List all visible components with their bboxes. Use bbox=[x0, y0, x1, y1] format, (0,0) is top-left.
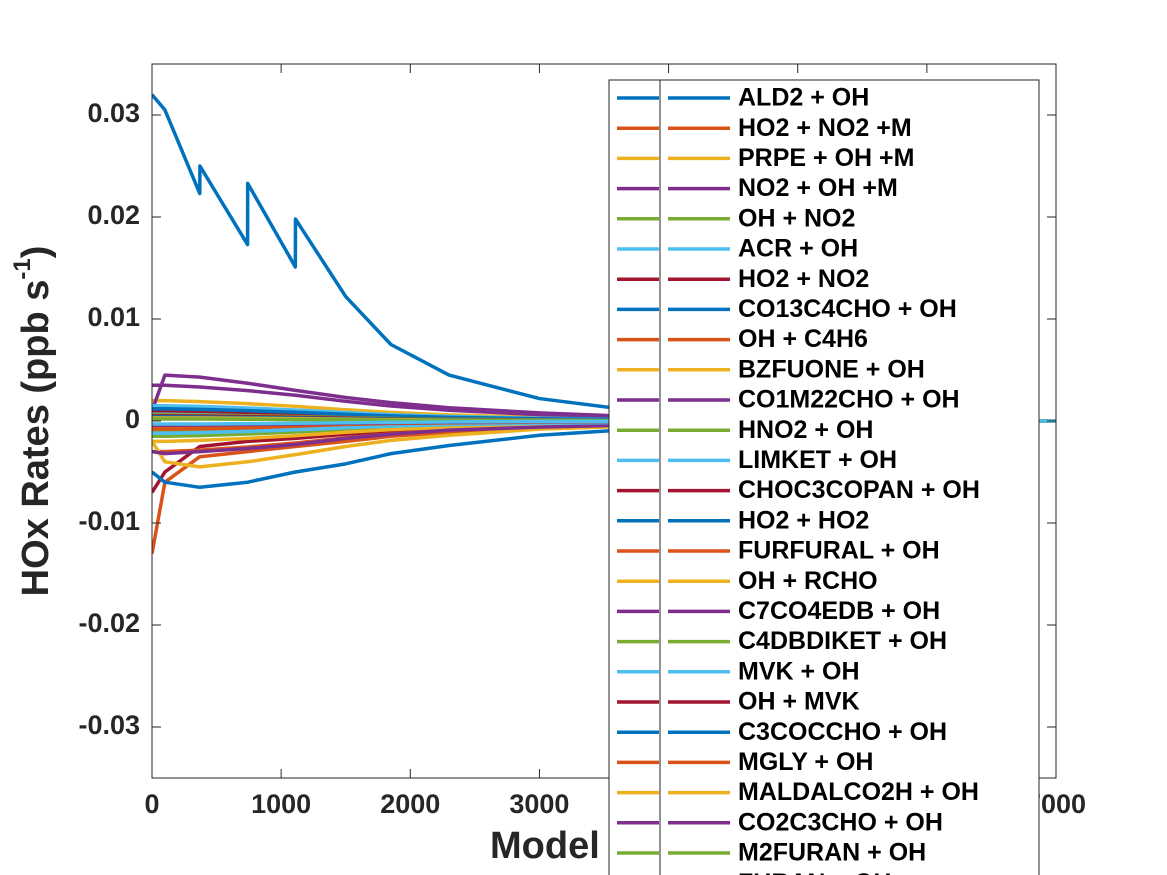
y-tick-label: -0.01 bbox=[78, 506, 140, 536]
y-label-end: ) bbox=[15, 246, 57, 259]
legend-label: HO2 + HO2 bbox=[738, 506, 869, 534]
legend-label: NO2 + OH +M bbox=[738, 174, 898, 202]
legend-box bbox=[608, 79, 1040, 875]
legend-label: OH + RCHO bbox=[738, 567, 878, 595]
axes: 01000200030004000500060007000-0.03-0.02-… bbox=[78, 63, 1086, 819]
y-label-sup: -1 bbox=[9, 258, 36, 279]
legend-label: HNO2 + OH bbox=[738, 416, 873, 444]
series-line bbox=[152, 373, 1056, 423]
y-tick-label: 0 bbox=[125, 404, 140, 434]
series-line bbox=[152, 419, 1056, 490]
legend-label: BZFUONE + OH bbox=[738, 355, 925, 383]
legend-label: MVK + OH bbox=[738, 657, 860, 685]
legend-label: HO2 + NO2 bbox=[738, 265, 869, 293]
legend-label: FURFURAL + OH bbox=[738, 537, 940, 565]
legend-label: OH + NO2 bbox=[738, 204, 855, 232]
y-label-text: HOx Rates (ppb s bbox=[15, 280, 57, 597]
y-tick-label: 0.03 bbox=[87, 98, 140, 128]
x-tick-label: 1000 bbox=[251, 789, 311, 819]
plot-area bbox=[152, 93, 1056, 554]
legend-label: CHOC3COPAN + OH bbox=[738, 476, 980, 504]
y-tick-label: 0.01 bbox=[87, 302, 140, 332]
legend-label: PRPE + OH +M bbox=[738, 144, 914, 172]
legend-label: ALD2 + OH bbox=[738, 84, 869, 112]
x-axis-label: Model bbox=[490, 825, 600, 867]
legend-label: CO2C3CHO + OH bbox=[738, 808, 943, 836]
legend-label: ACR + OH bbox=[738, 235, 858, 263]
y-tick-label: 0.02 bbox=[87, 200, 140, 230]
legend-label: C7CO4EDB + OH bbox=[738, 597, 940, 625]
y-tick-label: -0.02 bbox=[78, 608, 140, 638]
legend-label: M2FURAN + OH bbox=[738, 839, 926, 867]
series-line bbox=[152, 419, 1056, 426]
x-tick-label: 0 bbox=[144, 789, 159, 819]
series-line bbox=[152, 419, 1056, 456]
legend-label: OH + C4H6 bbox=[738, 325, 868, 353]
x-tick-label: 2000 bbox=[380, 789, 440, 819]
x-tick-label: 3000 bbox=[509, 789, 569, 819]
legend-label: MALDALCO2H + OH bbox=[738, 778, 979, 806]
legend-label: HO2 + NO2 +M bbox=[738, 114, 912, 142]
series-line bbox=[152, 383, 1056, 423]
series-line bbox=[152, 93, 1056, 423]
y-tick-label: -0.03 bbox=[78, 710, 140, 740]
legend-label: OH + MVK bbox=[738, 688, 860, 716]
legend-label: C4DBDIKET + OH bbox=[738, 627, 947, 655]
legend-label: C3COCCHO + OH bbox=[738, 718, 947, 746]
legend-label: LIMKET + OH bbox=[738, 446, 897, 474]
y-axis-label: HOx Rates (ppb s-1) bbox=[9, 246, 57, 597]
legend-label: MGLY + OH bbox=[738, 748, 873, 776]
legend-label: CO1M22CHO + OH bbox=[738, 386, 960, 414]
legend-label: CO13C4CHO + OH bbox=[738, 295, 957, 323]
legend-label: FURAN + OH bbox=[738, 869, 891, 875]
series-line bbox=[152, 419, 1056, 469]
